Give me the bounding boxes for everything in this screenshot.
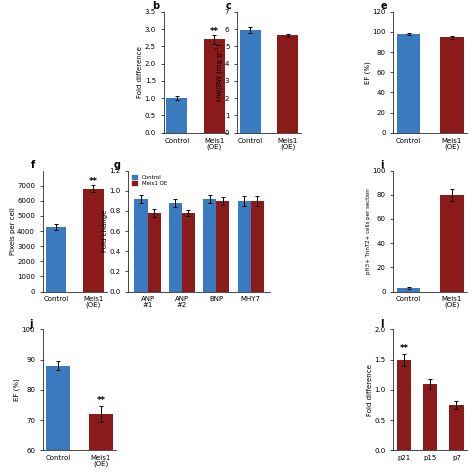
Text: j: j — [29, 319, 33, 328]
Text: **: ** — [210, 27, 219, 36]
Text: g: g — [114, 160, 121, 170]
Bar — [423, 384, 438, 450]
Text: c: c — [226, 1, 231, 11]
Bar — [46, 227, 66, 292]
Bar — [397, 34, 420, 133]
Bar — [397, 288, 420, 292]
Bar — [277, 35, 298, 133]
Text: **: ** — [89, 177, 98, 186]
Bar — [251, 201, 264, 292]
Text: **: ** — [96, 396, 105, 405]
Y-axis label: EF (%): EF (%) — [14, 379, 20, 401]
Bar — [240, 30, 261, 133]
Bar — [169, 203, 182, 292]
Y-axis label: Fold difference: Fold difference — [137, 46, 143, 98]
Text: e: e — [380, 1, 387, 11]
Bar — [440, 195, 464, 292]
Text: f: f — [31, 160, 36, 170]
Bar — [166, 98, 187, 133]
Text: b: b — [152, 1, 159, 11]
Bar — [203, 199, 216, 292]
Y-axis label: Pixels per cell: Pixels per cell — [9, 207, 16, 255]
Bar — [216, 201, 229, 292]
Bar — [237, 201, 251, 292]
Bar — [89, 414, 113, 474]
Bar — [397, 360, 411, 450]
Bar — [440, 37, 464, 133]
Y-axis label: EF (%): EF (%) — [365, 61, 371, 83]
Bar — [449, 405, 464, 450]
Text: i: i — [380, 160, 383, 170]
Bar — [83, 189, 104, 292]
Text: l: l — [380, 319, 383, 328]
Text: **: ** — [400, 344, 409, 353]
Y-axis label: pH3+ TnnT2+ cells per section: pH3+ TnnT2+ cells per section — [366, 188, 371, 274]
Legend: Control, Meis1 OE: Control, Meis1 OE — [131, 173, 168, 187]
Y-axis label: Fold change: Fold change — [102, 210, 108, 252]
Y-axis label: Fold difference: Fold difference — [367, 364, 373, 416]
Bar — [204, 39, 225, 133]
Bar — [46, 366, 70, 474]
Bar — [182, 213, 195, 292]
Y-axis label: HW/BW (mg g⁻¹): HW/BW (mg g⁻¹) — [216, 43, 223, 101]
Bar — [147, 213, 161, 292]
Bar — [135, 199, 147, 292]
